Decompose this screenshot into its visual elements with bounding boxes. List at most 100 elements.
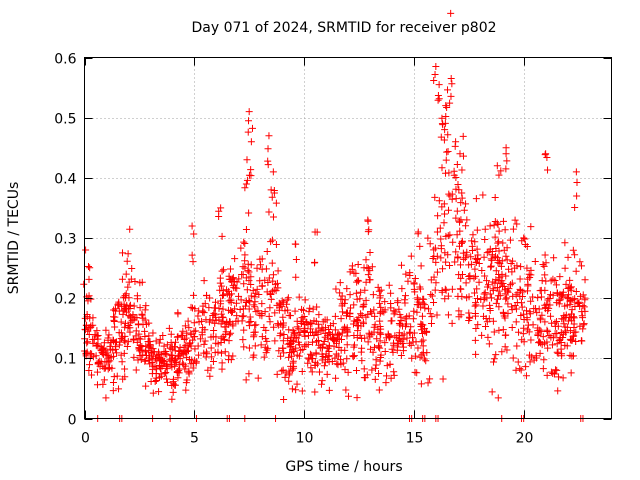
data-point [523, 242, 531, 250]
data-point [430, 76, 438, 84]
data-point [357, 348, 365, 356]
data-point [199, 308, 207, 316]
data-point [356, 331, 364, 339]
data-point [338, 335, 346, 343]
data-point [169, 375, 177, 383]
data-point [254, 307, 262, 315]
data-point [419, 299, 427, 307]
data-point [339, 359, 347, 367]
data-point [179, 350, 187, 358]
data-point [362, 296, 370, 304]
data-point [256, 261, 264, 269]
data-point [386, 333, 394, 341]
data-point [397, 338, 405, 346]
data-point [552, 366, 560, 374]
data-point [396, 321, 404, 329]
data-point [471, 238, 479, 246]
data-point [280, 330, 288, 338]
data-point [186, 339, 194, 347]
data-point [572, 287, 580, 295]
data-point [437, 133, 445, 141]
data-point [247, 273, 255, 281]
data-point [311, 259, 319, 267]
data-point [338, 292, 346, 300]
data-point [499, 279, 507, 287]
data-point [242, 274, 250, 282]
data-point [491, 233, 499, 241]
data-point [407, 341, 415, 349]
data-point [472, 299, 480, 307]
data-point [270, 323, 278, 331]
data-point [387, 289, 395, 297]
data-point [122, 290, 130, 298]
data-point [375, 369, 383, 377]
data-point [414, 344, 422, 352]
data-point [522, 363, 530, 371]
data-point [433, 268, 441, 276]
data-point [289, 326, 297, 334]
data-point [516, 365, 524, 373]
data-point [192, 327, 200, 335]
data-point [547, 312, 555, 320]
data-point [475, 260, 483, 268]
data-point [479, 302, 487, 310]
data-point [182, 341, 190, 349]
data-point [452, 185, 460, 193]
data-point [179, 361, 187, 369]
data-point [558, 292, 566, 300]
data-point [211, 304, 219, 312]
data-point [366, 249, 374, 257]
data-point [215, 212, 223, 220]
data-point [271, 337, 279, 345]
data-point [247, 292, 255, 300]
data-point [377, 303, 385, 311]
data-point [424, 379, 432, 387]
data-point [207, 344, 215, 352]
data-point [292, 386, 300, 394]
data-point [119, 249, 127, 257]
data-point [194, 342, 202, 350]
data-point [494, 394, 502, 402]
data-point [216, 286, 224, 294]
data-point [489, 317, 497, 325]
data-point [441, 126, 449, 134]
data-point [133, 295, 141, 303]
data-point [212, 316, 220, 324]
data-point [198, 317, 206, 325]
data-point [286, 369, 294, 377]
data-point [505, 285, 513, 293]
data-point [536, 349, 544, 357]
data-point [448, 319, 456, 327]
data-point [500, 282, 508, 290]
data-point [462, 279, 470, 287]
data-point [454, 253, 462, 261]
data-point [540, 262, 548, 270]
data-point [123, 257, 131, 265]
data-point [264, 157, 272, 165]
data-point [431, 244, 439, 252]
data-point [305, 355, 313, 363]
data-point [456, 150, 464, 158]
data-point [203, 350, 211, 358]
data-point [509, 354, 517, 362]
data-point [237, 244, 245, 252]
data-point [218, 282, 226, 290]
data-point [503, 157, 511, 165]
data-point [211, 311, 219, 319]
data-point [402, 320, 410, 328]
data-point [488, 388, 496, 396]
data-point [354, 276, 362, 284]
data-point [85, 262, 93, 270]
data-point [491, 193, 499, 201]
data-point [285, 353, 293, 361]
data-point [544, 166, 552, 174]
data-point [192, 359, 200, 367]
data-point [301, 342, 309, 350]
data-point [163, 375, 171, 383]
data-point [388, 345, 396, 353]
data-point [559, 374, 567, 382]
data-point [220, 335, 228, 343]
data-point [161, 370, 169, 378]
data-point [564, 317, 572, 325]
data-point [320, 362, 328, 370]
